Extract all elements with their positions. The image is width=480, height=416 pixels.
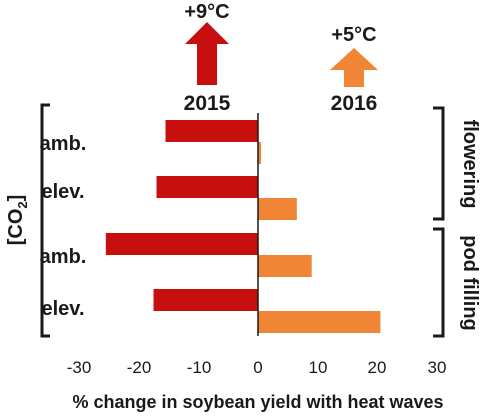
category-label: elev. bbox=[42, 181, 85, 203]
bar-2015-2 bbox=[156, 176, 258, 198]
legend-2016-year: 2016 bbox=[331, 92, 378, 115]
category-label: elev. bbox=[42, 298, 85, 320]
flowering-label: flowering bbox=[459, 120, 480, 209]
bar-2016-4 bbox=[258, 311, 381, 333]
legend-2016: +5°C 2016 bbox=[330, 24, 378, 115]
legend-2016-temp: +5°C bbox=[331, 24, 376, 46]
x-tick-label: -30 bbox=[67, 358, 92, 377]
bar-2016-2 bbox=[258, 198, 297, 220]
bar-2015-1 bbox=[165, 120, 258, 142]
legend-2016-arrow-icon bbox=[330, 48, 378, 87]
category-label: amb. bbox=[40, 246, 87, 268]
bar-2015-4 bbox=[153, 289, 258, 311]
bar-2015-3 bbox=[105, 233, 258, 255]
x-tick-label: -10 bbox=[187, 358, 212, 377]
flowering-bracket bbox=[433, 106, 445, 221]
x-tick-label: 30 bbox=[428, 358, 447, 377]
category-label: amb. bbox=[40, 133, 87, 155]
co2-bracket bbox=[40, 103, 50, 338]
bar-2016-1 bbox=[258, 142, 261, 164]
co2-label: [CO2] bbox=[5, 195, 30, 246]
x-tick-label: 10 bbox=[309, 358, 328, 377]
legend-2015-arrow-icon bbox=[185, 22, 229, 85]
pod-filling-bracket bbox=[433, 227, 445, 338]
x-tick-label: 20 bbox=[368, 358, 387, 377]
bars-group bbox=[105, 120, 381, 333]
x-tick-label: 0 bbox=[253, 358, 262, 377]
x-axis-label: % change in soybean yield with heat wave… bbox=[72, 392, 443, 412]
legend-2015-year: 2015 bbox=[184, 92, 231, 115]
legend-2015-temp: +9°C bbox=[184, 1, 229, 23]
pod-filling-label: pod filling bbox=[459, 235, 480, 331]
legend-2015: +9°C 2015 bbox=[184, 1, 231, 115]
x-tick-label: -20 bbox=[127, 358, 152, 377]
bar-2016-3 bbox=[258, 255, 312, 277]
